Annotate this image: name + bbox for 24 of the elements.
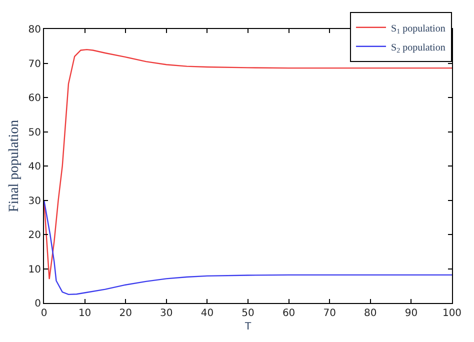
y-tick-label: 50	[28, 127, 41, 138]
x-tick-label: 100	[442, 308, 462, 319]
y-axis-title: Final population	[6, 120, 22, 212]
y-tick-label: 80	[28, 24, 41, 36]
legend-label: S$_{2}$ population	[391, 42, 446, 54]
y-tick-label: 0	[34, 298, 41, 310]
y-tick-label: 70	[28, 58, 41, 70]
x-tick-label: 10	[78, 308, 92, 319]
legend-label: S$_{1}$ population	[391, 23, 446, 36]
x-tick-label: 30	[160, 308, 173, 319]
y-tick-label: 20	[28, 230, 41, 241]
y-tick-label: 60	[28, 93, 41, 104]
y-tick-label: 40	[28, 162, 41, 172]
x-tick-label: 80	[364, 308, 377, 319]
x-axis-title: T	[244, 322, 252, 332]
line-series	[44, 200, 452, 296]
x-tick-label: 20	[119, 308, 132, 319]
x-tick-label: 90	[404, 308, 418, 319]
y-tick-label: 30	[28, 196, 41, 207]
x-tick-label: 70	[323, 308, 336, 319]
y-tick-label: 10	[28, 264, 41, 276]
x-tick-label: 40	[200, 308, 214, 319]
x-tick-label: 60	[282, 308, 296, 319]
x-tick-label: 50	[242, 308, 254, 319]
